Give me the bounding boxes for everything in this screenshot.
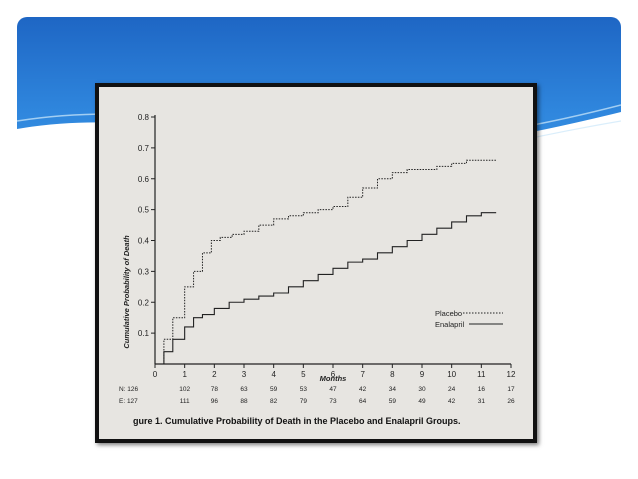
x-tick-label: 4 — [271, 370, 276, 379]
y-tick-label: 0.4 — [138, 237, 150, 246]
y-tick-label: 0.3 — [138, 267, 150, 276]
series-layer — [155, 159, 497, 365]
x-tick-label: 7 — [360, 370, 365, 379]
at-risk-table: N: 126 102 78 63 59 53 47 42 34 30 24 16 17 E: 127 111… — [119, 386, 515, 405]
at-risk-cell: 24 — [448, 386, 456, 393]
figure-frame: 0.1 0.2 0.3 0.4 0.5 0.6 0.7 0.8 0 1 2 3 4 5 6 7 8 9 10 11 1… — [95, 83, 537, 443]
at-risk-cell: 102 — [179, 386, 190, 393]
at-risk-cell: 31 — [478, 398, 486, 405]
series-line-enalapril — [155, 212, 497, 365]
at-risk-row-label: E: 127 — [119, 398, 138, 405]
x-axis-label: Months — [320, 374, 347, 383]
at-risk-cell: 16 — [478, 386, 486, 393]
x-tick-label: 10 — [447, 370, 456, 379]
at-risk-cell: 47 — [329, 386, 337, 393]
at-risk-cell: 79 — [300, 398, 308, 405]
at-risk-cell: 73 — [329, 398, 337, 405]
x-tick-label: 6 — [331, 370, 336, 379]
figure-paper: 0.1 0.2 0.3 0.4 0.5 0.6 0.7 0.8 0 1 2 3 4 5 6 7 8 9 10 11 1… — [99, 87, 533, 439]
x-tick-label: 11 — [477, 370, 486, 379]
x-tick-label: 3 — [242, 370, 247, 379]
at-risk-cell: 64 — [359, 398, 367, 405]
y-tick-label: 0.2 — [138, 298, 150, 307]
at-risk-cell: 63 — [240, 386, 248, 393]
y-axis-label: Cumulative Probability of Death — [122, 235, 131, 349]
x-tick-label: 0 — [153, 370, 158, 379]
x-tick-label: 1 — [182, 370, 187, 379]
at-risk-cell: 96 — [211, 398, 219, 405]
x-tick-label: 8 — [390, 370, 395, 379]
y-tick-label: 0.8 — [138, 113, 150, 122]
at-risk-cell: 17 — [507, 386, 515, 393]
y-tick-label: 0.1 — [138, 329, 150, 338]
y-tick-label: 0.5 — [138, 206, 150, 215]
at-risk-cell: 53 — [300, 386, 308, 393]
at-risk-row-label: N: 126 — [119, 386, 139, 393]
x-tick-label: 9 — [420, 370, 425, 379]
y-axis-ticks: 0.1 0.2 0.3 0.4 0.5 0.6 0.7 0.8 — [138, 113, 155, 338]
at-risk-cell: 26 — [507, 398, 515, 405]
x-tick-label: 2 — [212, 370, 217, 379]
at-risk-cell: 59 — [270, 386, 278, 393]
series-line-placebo — [155, 159, 497, 365]
at-risk-cell: 42 — [448, 398, 456, 405]
at-risk-cell: 34 — [389, 386, 397, 393]
at-risk-cell: 49 — [418, 398, 426, 405]
at-risk-cell: 88 — [240, 398, 248, 405]
chart-legend: Placebo Enalapril — [435, 309, 503, 329]
kaplan-meier-chart: 0.10.20.30.40.50.60.70.8 0 1 2 3 4 5 6 7 8 9 10 11 1… — [119, 113, 516, 426]
legend-label-placebo: Placebo — [435, 309, 462, 318]
at-risk-cell: 78 — [211, 386, 219, 393]
at-risk-cell: 42 — [359, 386, 367, 393]
at-risk-cell: 111 — [180, 398, 190, 405]
legend-label-enalapril: Enalapril — [435, 320, 465, 329]
at-risk-cell: 59 — [389, 398, 397, 405]
at-risk-cell: 82 — [270, 398, 278, 405]
at-risk-cell: 30 — [418, 386, 426, 393]
x-tick-label: 12 — [507, 370, 516, 379]
figure-caption: gure 1. Cumulative Probability of Death … — [133, 416, 461, 426]
x-axis-ticks: 0 1 2 3 4 5 6 7 8 9 10 11 12 — [153, 364, 516, 379]
y-tick-label: 0.7 — [138, 144, 150, 153]
x-tick-label: 5 — [301, 370, 306, 379]
y-tick-label: 0.6 — [138, 175, 150, 184]
